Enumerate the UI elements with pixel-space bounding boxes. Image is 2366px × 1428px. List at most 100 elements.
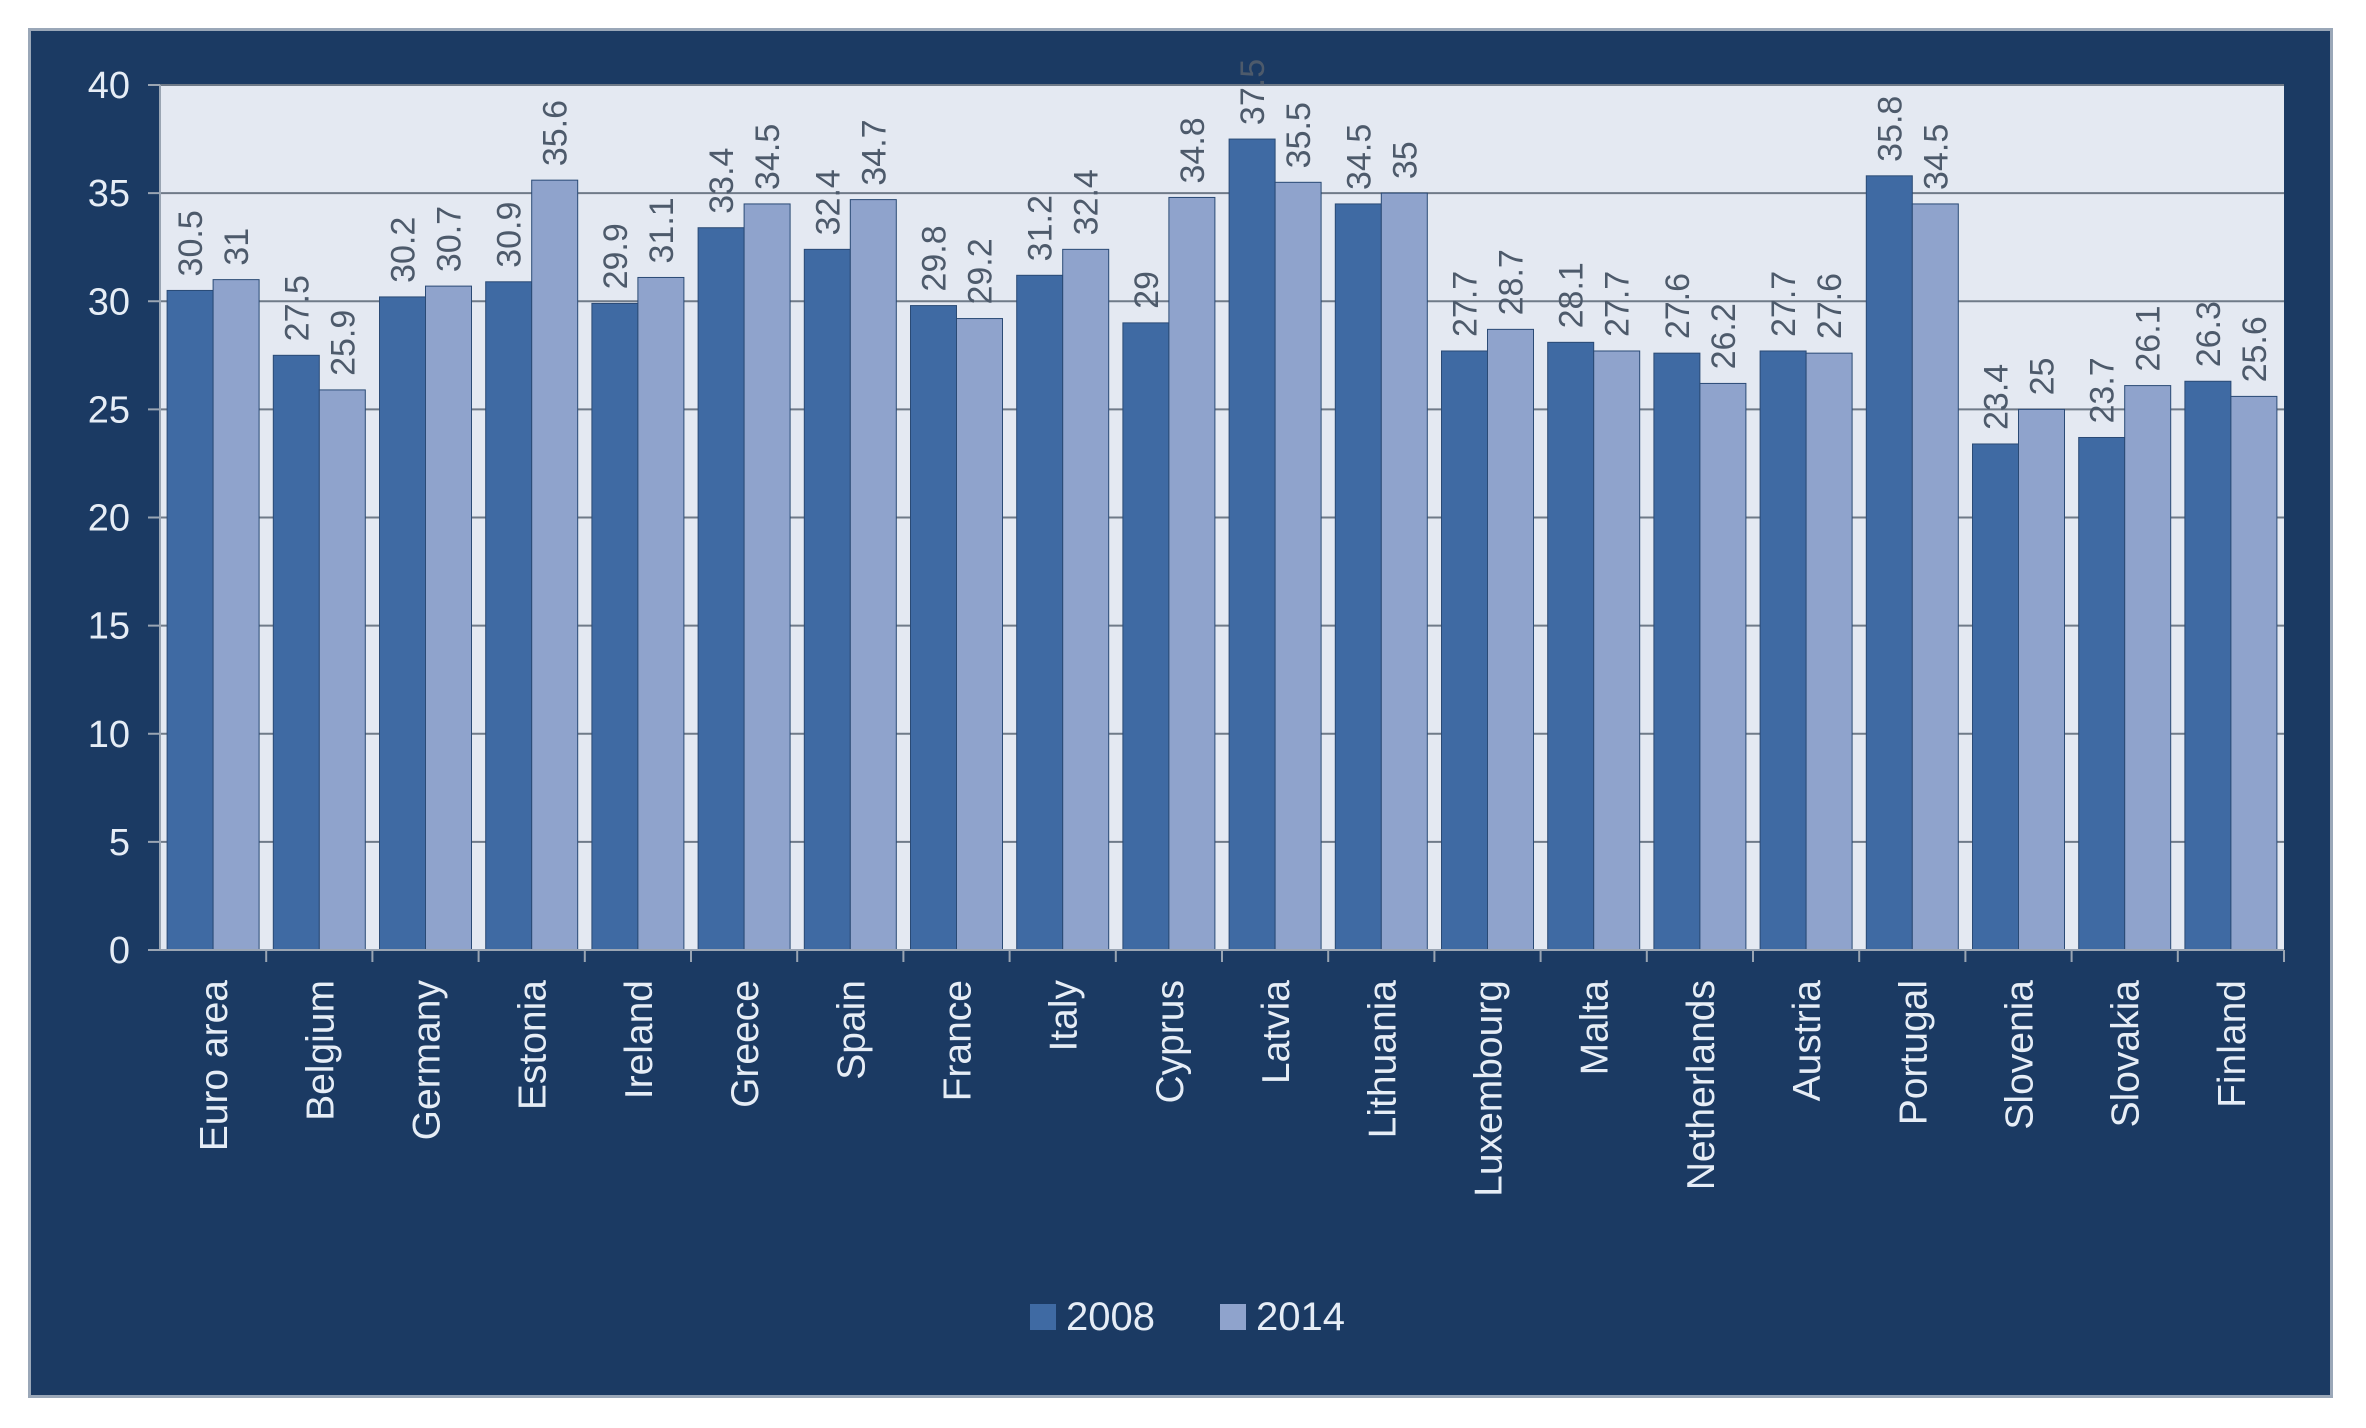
bar-2014 <box>2124 385 2172 951</box>
bar-2008 <box>2078 436 2126 951</box>
y-tick-label: 20 <box>88 498 130 540</box>
bar-2014 <box>1168 196 1216 951</box>
bar-2014 <box>1805 352 1853 951</box>
data-label: 26.2 <box>1705 303 1743 369</box>
bar-2008 <box>1759 350 1807 951</box>
x-category-label: Estonia <box>512 980 555 1110</box>
x-category-label: France <box>937 980 980 1101</box>
data-label: 26.1 <box>2130 305 2168 371</box>
bar-2014 <box>1062 248 1110 951</box>
y-tick-label: 30 <box>88 281 130 323</box>
x-category-label: Malta <box>1574 980 1617 1076</box>
data-label: 30.5 <box>172 210 210 276</box>
bar-2014 <box>637 276 685 951</box>
x-category-label: Netherlands <box>1680 980 1723 1190</box>
data-label: 27.5 <box>278 275 316 341</box>
bar-2014 <box>531 179 579 951</box>
bar-2008 <box>272 354 320 951</box>
bar-2014 <box>743 203 791 951</box>
x-category-label: Italy <box>1043 980 1086 1052</box>
data-label: 26.3 <box>2190 301 2228 367</box>
bar-2014 <box>1699 382 1747 951</box>
data-label: 34.7 <box>855 119 893 185</box>
data-label: 23.7 <box>2084 357 2122 423</box>
bar-2008 <box>1228 138 1276 951</box>
y-tick-label: 25 <box>88 389 130 431</box>
x-category-label: Greece <box>724 980 767 1108</box>
x-category-label: Cyprus <box>1149 980 1192 1104</box>
bar-2008 <box>2184 380 2232 951</box>
bar-2014 <box>1380 192 1428 951</box>
bar-2014 <box>1911 203 1959 951</box>
bar-2008 <box>910 305 957 951</box>
y-tick-label: 5 <box>109 822 130 864</box>
x-category-label: Slovenia <box>1999 980 2042 1130</box>
data-label: 30.2 <box>385 217 423 283</box>
bar-2014 <box>425 285 472 951</box>
legend-label-2014: 2014 <box>1256 1295 1345 1339</box>
x-category-label: Euro area <box>193 980 236 1152</box>
x-category-label: Lithuania <box>1361 980 1404 1139</box>
bar-2008 <box>166 289 214 951</box>
x-category-label: Luxembourg <box>1468 980 1511 1197</box>
data-label: 35 <box>1386 141 1424 179</box>
bar-2014 <box>1274 181 1322 951</box>
data-label: 31.2 <box>1022 195 1060 261</box>
bar-2014 <box>1593 350 1641 951</box>
data-label: 34.8 <box>1174 117 1212 183</box>
y-tick-label: 0 <box>109 930 130 972</box>
bar-2014 <box>318 389 366 951</box>
data-label: 32.4 <box>809 169 847 235</box>
bar-2008 <box>379 296 426 951</box>
data-label: 28.1 <box>1553 262 1591 328</box>
data-label: 29.8 <box>916 225 954 291</box>
bar-2014 <box>956 318 1003 951</box>
bar-2014 <box>1487 328 1534 951</box>
x-category-label: Belgium <box>299 980 342 1121</box>
bar-2014 <box>2018 408 2065 951</box>
bar-2008 <box>1441 350 1488 951</box>
legend-swatch-2008 <box>1030 1304 1056 1330</box>
data-label: 32.4 <box>1068 169 1106 235</box>
data-label: 27.7 <box>1447 271 1485 337</box>
y-tick-label: 35 <box>88 173 130 215</box>
bar-2014 <box>849 199 897 951</box>
x-category-label: Ireland <box>618 980 661 1099</box>
data-label: 28.7 <box>1493 249 1531 315</box>
bar-2008 <box>1653 352 1701 951</box>
data-label: 29.2 <box>962 238 1000 304</box>
bar-2008 <box>1865 175 1913 951</box>
data-label: 29 <box>1128 271 1166 309</box>
x-category-label: Germany <box>406 980 449 1141</box>
bar-2008 <box>1547 341 1595 951</box>
data-label: 27.7 <box>1765 271 1803 337</box>
x-category-label: Slovakia <box>2105 980 2148 1128</box>
data-label: 27.6 <box>1659 273 1697 339</box>
bar-2014 <box>212 279 260 951</box>
data-label: 31.1 <box>643 197 681 263</box>
bar-2008 <box>1972 443 2019 951</box>
data-label: 35.6 <box>537 100 575 166</box>
bar-2008 <box>697 227 745 951</box>
bar-2008 <box>803 248 851 951</box>
legend-label-2008: 2008 <box>1066 1295 1155 1339</box>
bar-2008 <box>485 281 533 951</box>
data-label: 25 <box>2024 358 2062 396</box>
data-label: 27.7 <box>1599 271 1637 337</box>
data-label: 25.9 <box>324 310 362 376</box>
y-tick-label: 40 <box>88 65 130 107</box>
x-category-label: Austria <box>1786 980 1829 1102</box>
data-label: 34.5 <box>1340 124 1378 190</box>
bar-2008 <box>1016 274 1064 951</box>
data-label: 30.9 <box>491 202 529 268</box>
x-category-label: Latvia <box>1255 980 1298 1084</box>
data-label: 35.8 <box>1871 96 1909 162</box>
data-label: 25.6 <box>2236 316 2274 382</box>
data-label: 33.4 <box>703 148 741 214</box>
x-category-label: Finland <box>2211 980 2254 1108</box>
bar-2008 <box>591 302 639 951</box>
data-label: 27.6 <box>1811 273 1849 339</box>
data-label: 30.7 <box>431 206 469 272</box>
data-label: 37.5 <box>1234 59 1272 125</box>
